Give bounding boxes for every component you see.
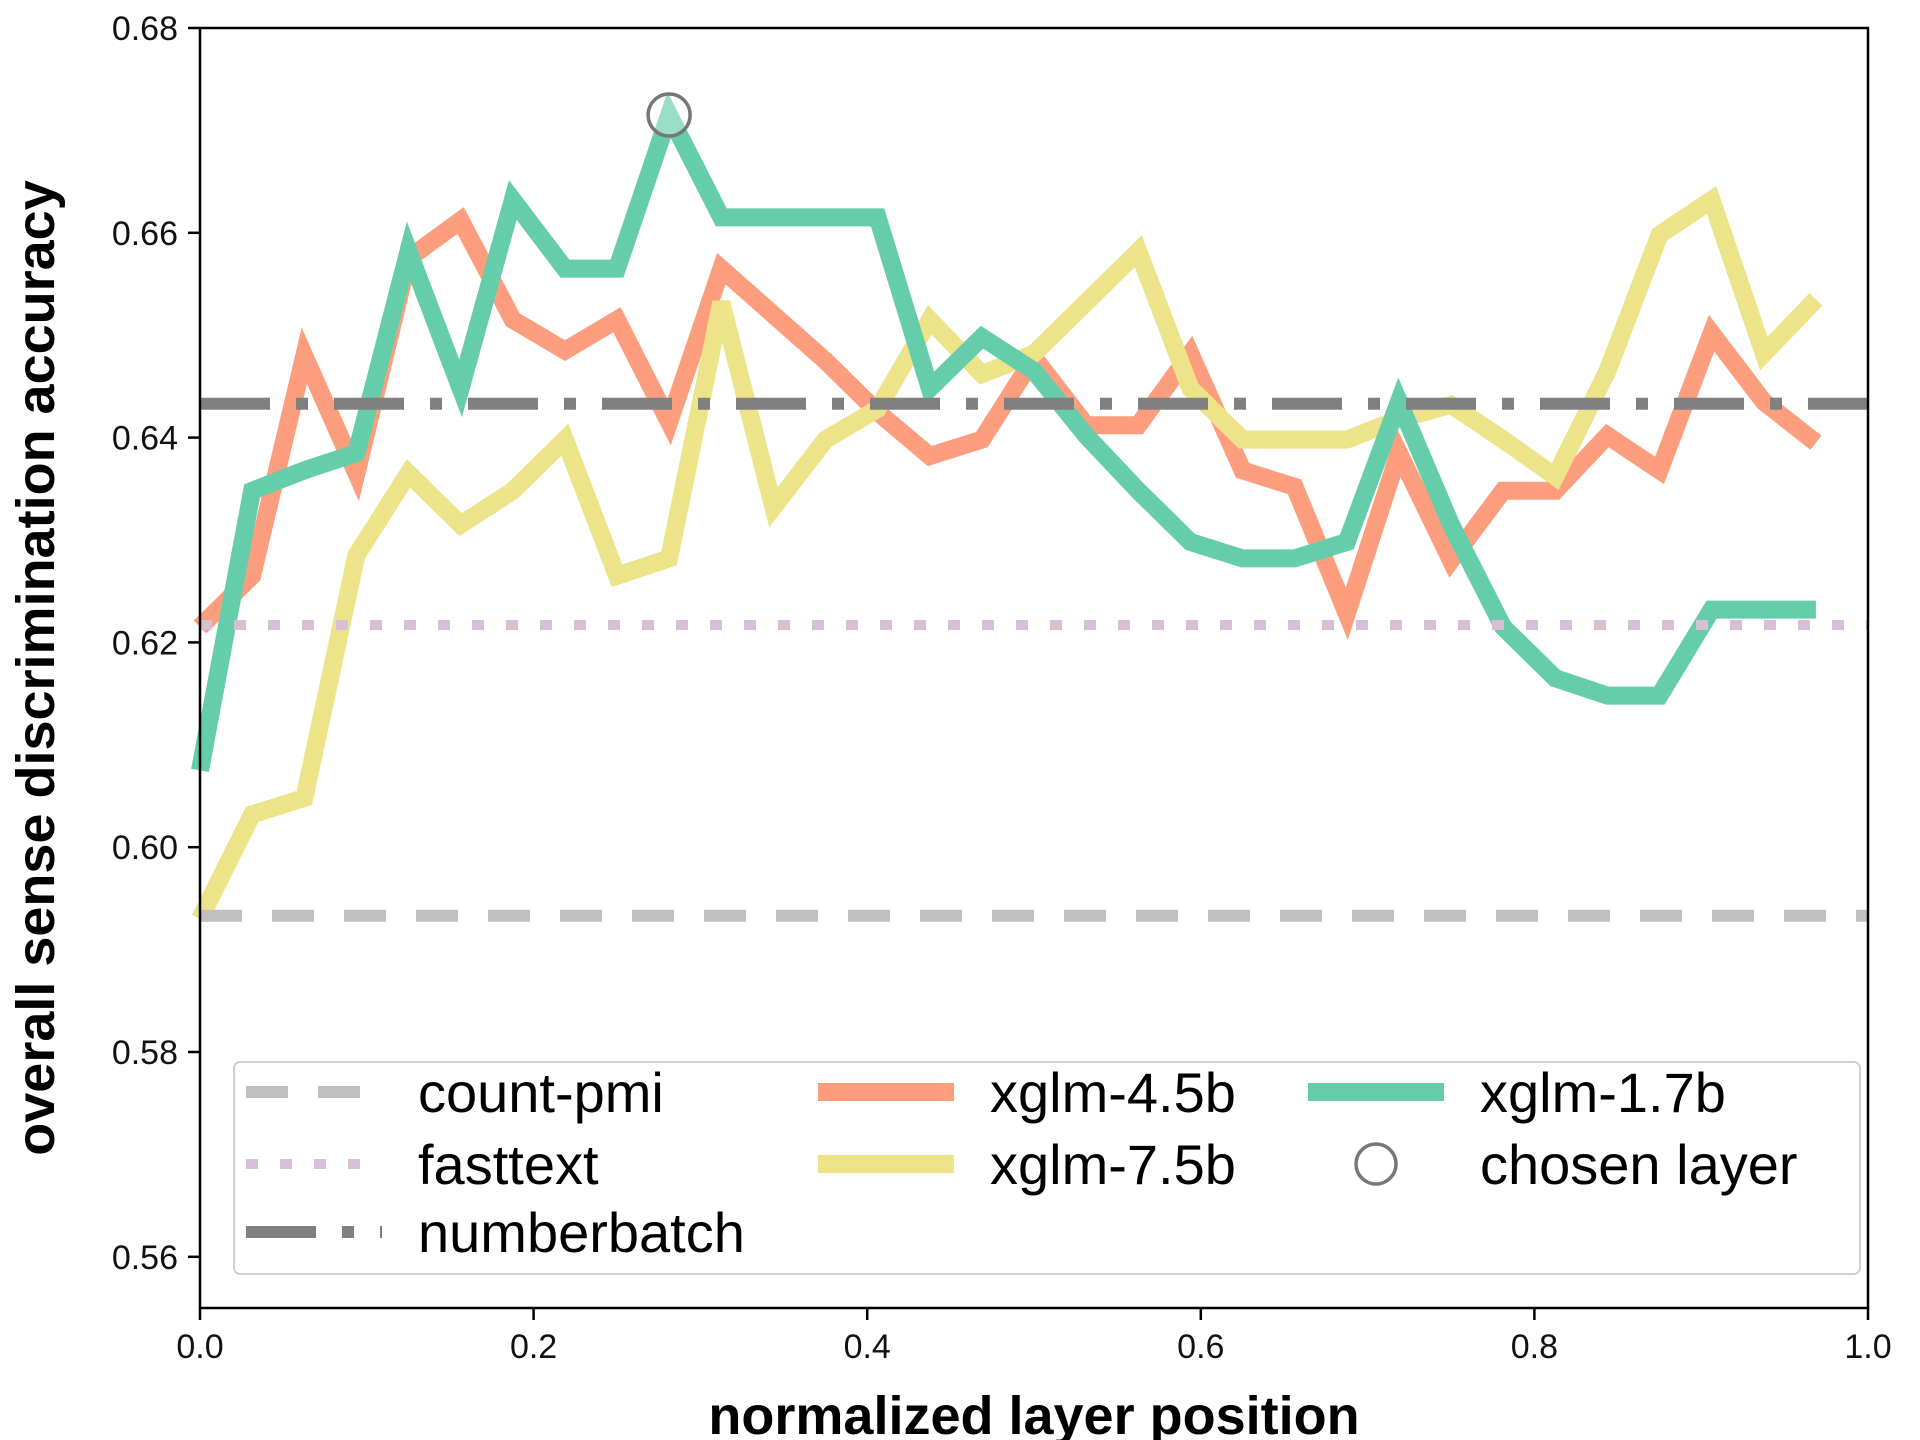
x-tick-label: 0.0: [176, 1328, 223, 1366]
legend-entry-xglm-7.5b: xglm-7.5b: [818, 1133, 1236, 1196]
plot-frame: [198, 26, 1870, 1310]
legend-label: count-pmi: [418, 1061, 664, 1124]
marker-layer: [646, 92, 692, 138]
chosen-layer-marker: [646, 92, 692, 138]
legend-box: [233, 1061, 1861, 1275]
y-tick-label: 0.56: [112, 1239, 178, 1277]
legend-label: xglm-4.5b: [990, 1061, 1236, 1124]
legend-label: fasttext: [418, 1133, 599, 1196]
legend-label: chosen layer: [1480, 1133, 1798, 1196]
x-tick-label: 0.8: [1511, 1328, 1558, 1366]
legend-entry-count-pmi: count-pmi: [246, 1061, 664, 1124]
x-tick-label: 0.4: [844, 1328, 891, 1366]
legend-entry-xglm-1.7b: xglm-1.7b: [1308, 1061, 1726, 1124]
legend-label: xglm-1.7b: [1480, 1061, 1726, 1124]
series-layer: [191, 91, 1823, 923]
x-tick-label: 0.6: [1177, 1328, 1224, 1366]
legend: count-pmi xglm-4.5b xglm-1.7b fasttext xglm-…: [233, 1061, 1861, 1275]
y-tick-label: 0.64: [112, 420, 178, 458]
y-tick-label: 0.58: [112, 1034, 178, 1072]
ticks-layer: 0.0 0.2 0.4 0.6 0.8 1.0 0.56 0.58 0.60 0.62 0.64 0.…: [112, 10, 1892, 1366]
y-tick-label: 0.60: [112, 829, 178, 867]
x-axis-title: normalized layer position: [708, 1386, 1359, 1440]
legend-entry-chosen-layer: chosen layer: [1354, 1133, 1798, 1196]
legend-items: count-pmi xglm-4.5b xglm-1.7b fasttext xglm-…: [246, 1061, 1798, 1264]
legend-entry-fasttext: fasttext: [246, 1133, 599, 1196]
legend-label: xglm-7.5b: [990, 1133, 1236, 1196]
baseline-layer: [200, 397, 1868, 922]
series-line-xglm-7.5b: [191, 186, 1823, 923]
x-tick-label: 0.2: [510, 1328, 557, 1366]
y-axis-title: overall sense discrimination accuracy: [6, 180, 66, 1155]
x-tick-label: 1.0: [1844, 1328, 1891, 1366]
y-tick-label: 0.68: [112, 10, 178, 48]
y-tick-label: 0.66: [112, 215, 178, 253]
legend-entry-xglm-4.5b: xglm-4.5b: [818, 1061, 1236, 1124]
y-tick-label: 0.62: [112, 624, 178, 662]
legend-swatch: [1354, 1142, 1398, 1186]
legend-entry-numberbatch: numberbatch: [246, 1201, 745, 1264]
legend-label: numberbatch: [418, 1201, 745, 1264]
series-line-xglm-1.7b: [191, 91, 1816, 773]
